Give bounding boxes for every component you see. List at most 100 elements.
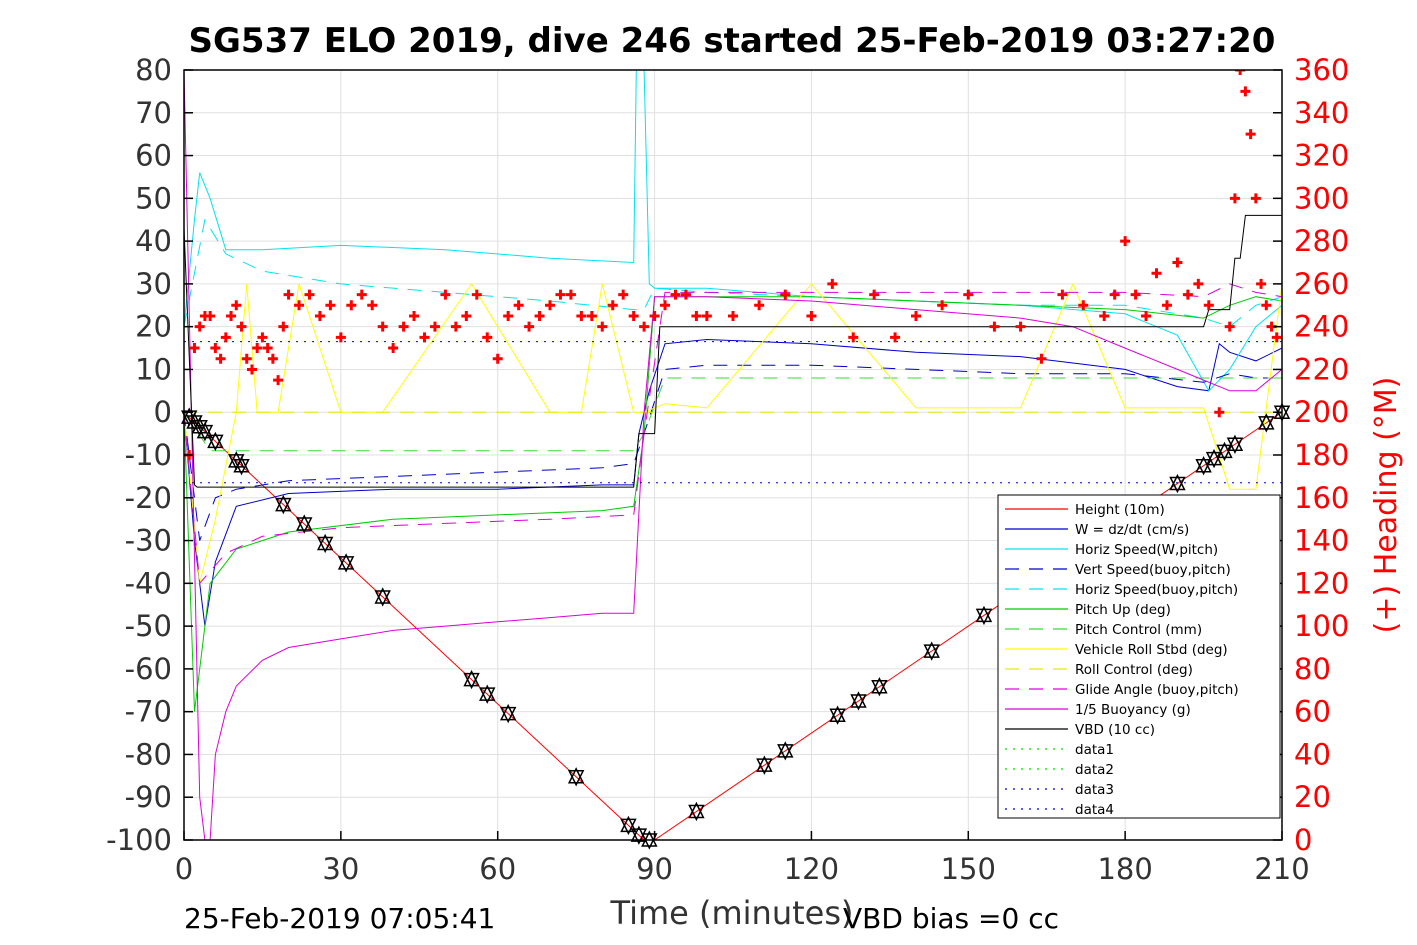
heading-point — [257, 332, 268, 343]
heading-point — [226, 310, 237, 321]
heading-point — [1161, 300, 1172, 311]
y-tick-label: -60 — [125, 652, 172, 686]
heading-point — [848, 332, 859, 343]
dive-marker — [630, 828, 648, 845]
dive-marker — [207, 434, 224, 452]
series-line — [184, 296, 1282, 712]
heading-point — [827, 278, 838, 289]
dive-marker — [316, 533, 334, 551]
heading-point — [691, 310, 702, 321]
heading-point — [1036, 353, 1047, 364]
x-axis: 0 30 60 90 120 150 180 210 — [175, 831, 1310, 886]
dive-marker — [688, 804, 705, 822]
heading-point — [524, 321, 535, 332]
y-tick-label: -30 — [125, 524, 172, 558]
dive-marker — [923, 644, 940, 661]
y-tick-label: -20 — [125, 481, 172, 515]
heading-point — [1130, 289, 1141, 300]
heading-point — [325, 300, 336, 311]
y-tick-label: 30 — [135, 267, 172, 301]
heading-point — [1099, 310, 1110, 321]
heading-point — [1057, 289, 1068, 300]
y2-tick-label: 120 — [1294, 566, 1349, 600]
dive-marker — [207, 431, 224, 449]
y2-tick-label: 340 — [1294, 96, 1349, 130]
heading-point — [273, 375, 284, 386]
series-line — [184, 364, 1282, 541]
legend-items: Height (10m) W = dz/dt (cm/s) Horiz Speed(… — [1005, 502, 1239, 818]
heading-point — [492, 353, 503, 364]
dive-marker — [499, 703, 517, 721]
x-tick-label: 90 — [636, 852, 673, 886]
y2-tick-label: 160 — [1294, 481, 1349, 515]
legend-entry: Pitch Control (mm) — [1075, 622, 1202, 638]
heading-point — [1240, 86, 1251, 97]
dive-marker — [374, 590, 391, 607]
dive-marker — [975, 608, 993, 626]
legend-entry: Vert Speed(buoy,pitch) — [1075, 562, 1231, 578]
heading-point — [215, 353, 226, 364]
dive-marker — [296, 514, 313, 531]
heading-point — [398, 321, 409, 332]
dive-marker — [1226, 434, 1244, 452]
heading-point — [1271, 332, 1282, 343]
dive-marker — [641, 833, 658, 850]
x-tick-label: 210 — [1254, 852, 1309, 886]
dive-marker — [1226, 437, 1244, 454]
heading-point — [670, 289, 681, 300]
dive-marker — [850, 691, 867, 708]
dive-marker — [620, 818, 637, 836]
x-tick-label: 0 — [175, 852, 193, 886]
dive-marker — [777, 741, 794, 758]
y-tick-label: -50 — [125, 609, 172, 643]
heading-point — [461, 310, 472, 321]
series-line — [184, 411, 1282, 840]
heading-point — [586, 310, 597, 321]
dive-marker — [871, 679, 888, 697]
heading-point — [314, 310, 325, 321]
heading-point — [189, 343, 200, 354]
y2-tick-label: 320 — [1294, 139, 1349, 173]
heading-point — [1245, 129, 1256, 140]
heading-point — [937, 300, 948, 311]
heading-point — [262, 343, 273, 354]
heading-point — [194, 321, 205, 332]
heading-point — [246, 364, 257, 375]
dive-marker — [233, 456, 250, 473]
heading-point — [440, 289, 451, 300]
dive-marker — [337, 556, 355, 573]
dive-marker — [923, 641, 940, 658]
series-layer — [184, 70, 1282, 840]
legend-entry: VBD (10 cc) — [1075, 722, 1155, 738]
heading-point — [545, 300, 555, 311]
heading-point — [680, 289, 691, 300]
dive-marker — [871, 677, 888, 694]
heading-point — [754, 300, 765, 311]
heading-point — [728, 310, 738, 321]
dive-marker — [479, 684, 496, 701]
dive-marker — [275, 494, 292, 512]
heading-point — [210, 343, 221, 354]
y-tick-label: -70 — [125, 695, 172, 729]
heading-point — [231, 300, 242, 311]
heading-point — [335, 332, 346, 343]
heading-point — [1214, 407, 1225, 418]
heading-point — [780, 289, 791, 300]
dive-marker — [463, 669, 480, 687]
x-tick-label: 150 — [941, 852, 996, 886]
y2-tick-label: 220 — [1294, 352, 1349, 386]
dive-marker — [567, 767, 585, 784]
heading-point — [304, 289, 315, 300]
heading-point — [1078, 300, 1089, 311]
dive-marker — [1169, 473, 1186, 491]
heading-point — [534, 310, 545, 321]
y2-tick-label: 60 — [1294, 695, 1331, 729]
y2-tick-label: 140 — [1294, 524, 1349, 558]
y-tick-label: 10 — [135, 352, 172, 386]
legend-entry: 1/5 Buoyancy (g) — [1075, 702, 1191, 718]
legend-entry: Vehicle Roll Stbd (deg) — [1075, 642, 1228, 658]
heading-point — [660, 300, 671, 311]
series-line — [184, 70, 1282, 392]
heading-point — [649, 310, 660, 321]
dive-marker — [296, 517, 313, 534]
